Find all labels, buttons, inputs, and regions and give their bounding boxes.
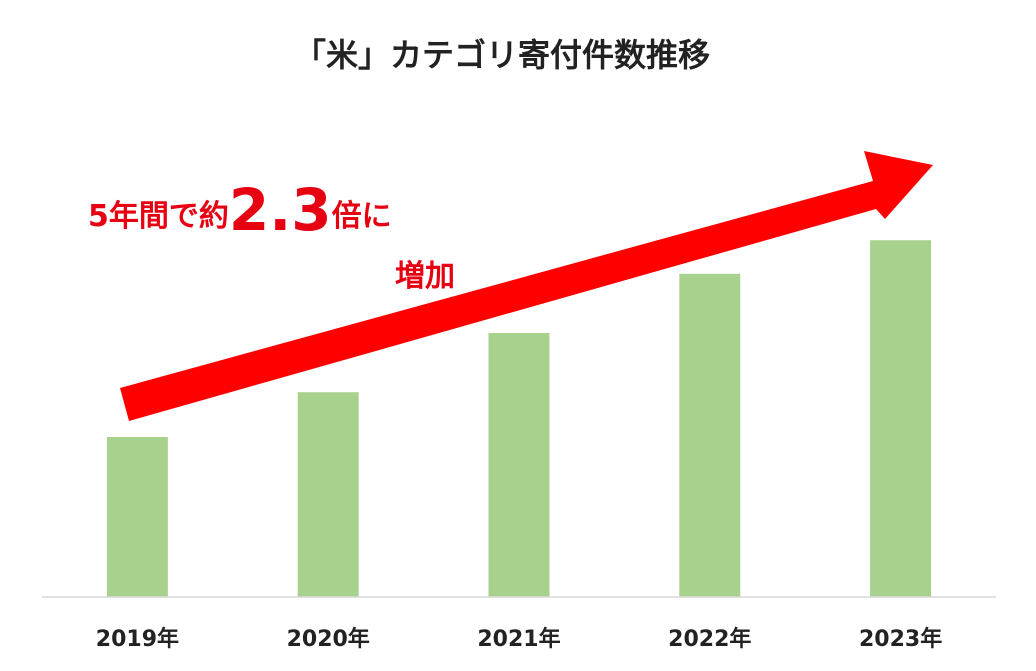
x-tick-label: 2020年 bbox=[287, 626, 370, 652]
bar-2020 bbox=[297, 392, 359, 597]
x-tick-label: 2019年 bbox=[96, 626, 179, 652]
annotation-line1: 5年間で約2.3倍に bbox=[88, 176, 392, 244]
x-tick-label: 2023年 bbox=[859, 626, 942, 652]
bars-layer bbox=[106, 240, 932, 597]
annotation-line2: 増加 bbox=[395, 259, 455, 294]
annotation-prefix: 5年間で約 bbox=[88, 199, 229, 234]
x-tick-label: 2021年 bbox=[477, 626, 560, 652]
annotation-suffix: 倍に bbox=[332, 199, 392, 234]
bar-2023 bbox=[870, 240, 932, 597]
bar-2022 bbox=[679, 273, 741, 597]
x-tick-label: 2022年 bbox=[668, 626, 751, 652]
chart-title: 「米」カテゴリ寄付件数推移 bbox=[294, 36, 710, 74]
bar-2019 bbox=[106, 437, 168, 597]
bar-2021 bbox=[488, 333, 550, 597]
annotation-highlight: 2.3 bbox=[229, 176, 332, 244]
trend-arrow bbox=[120, 151, 933, 421]
x-tick-labels: 2019年 2020年 2021年 2022年 2023年 bbox=[96, 626, 942, 652]
